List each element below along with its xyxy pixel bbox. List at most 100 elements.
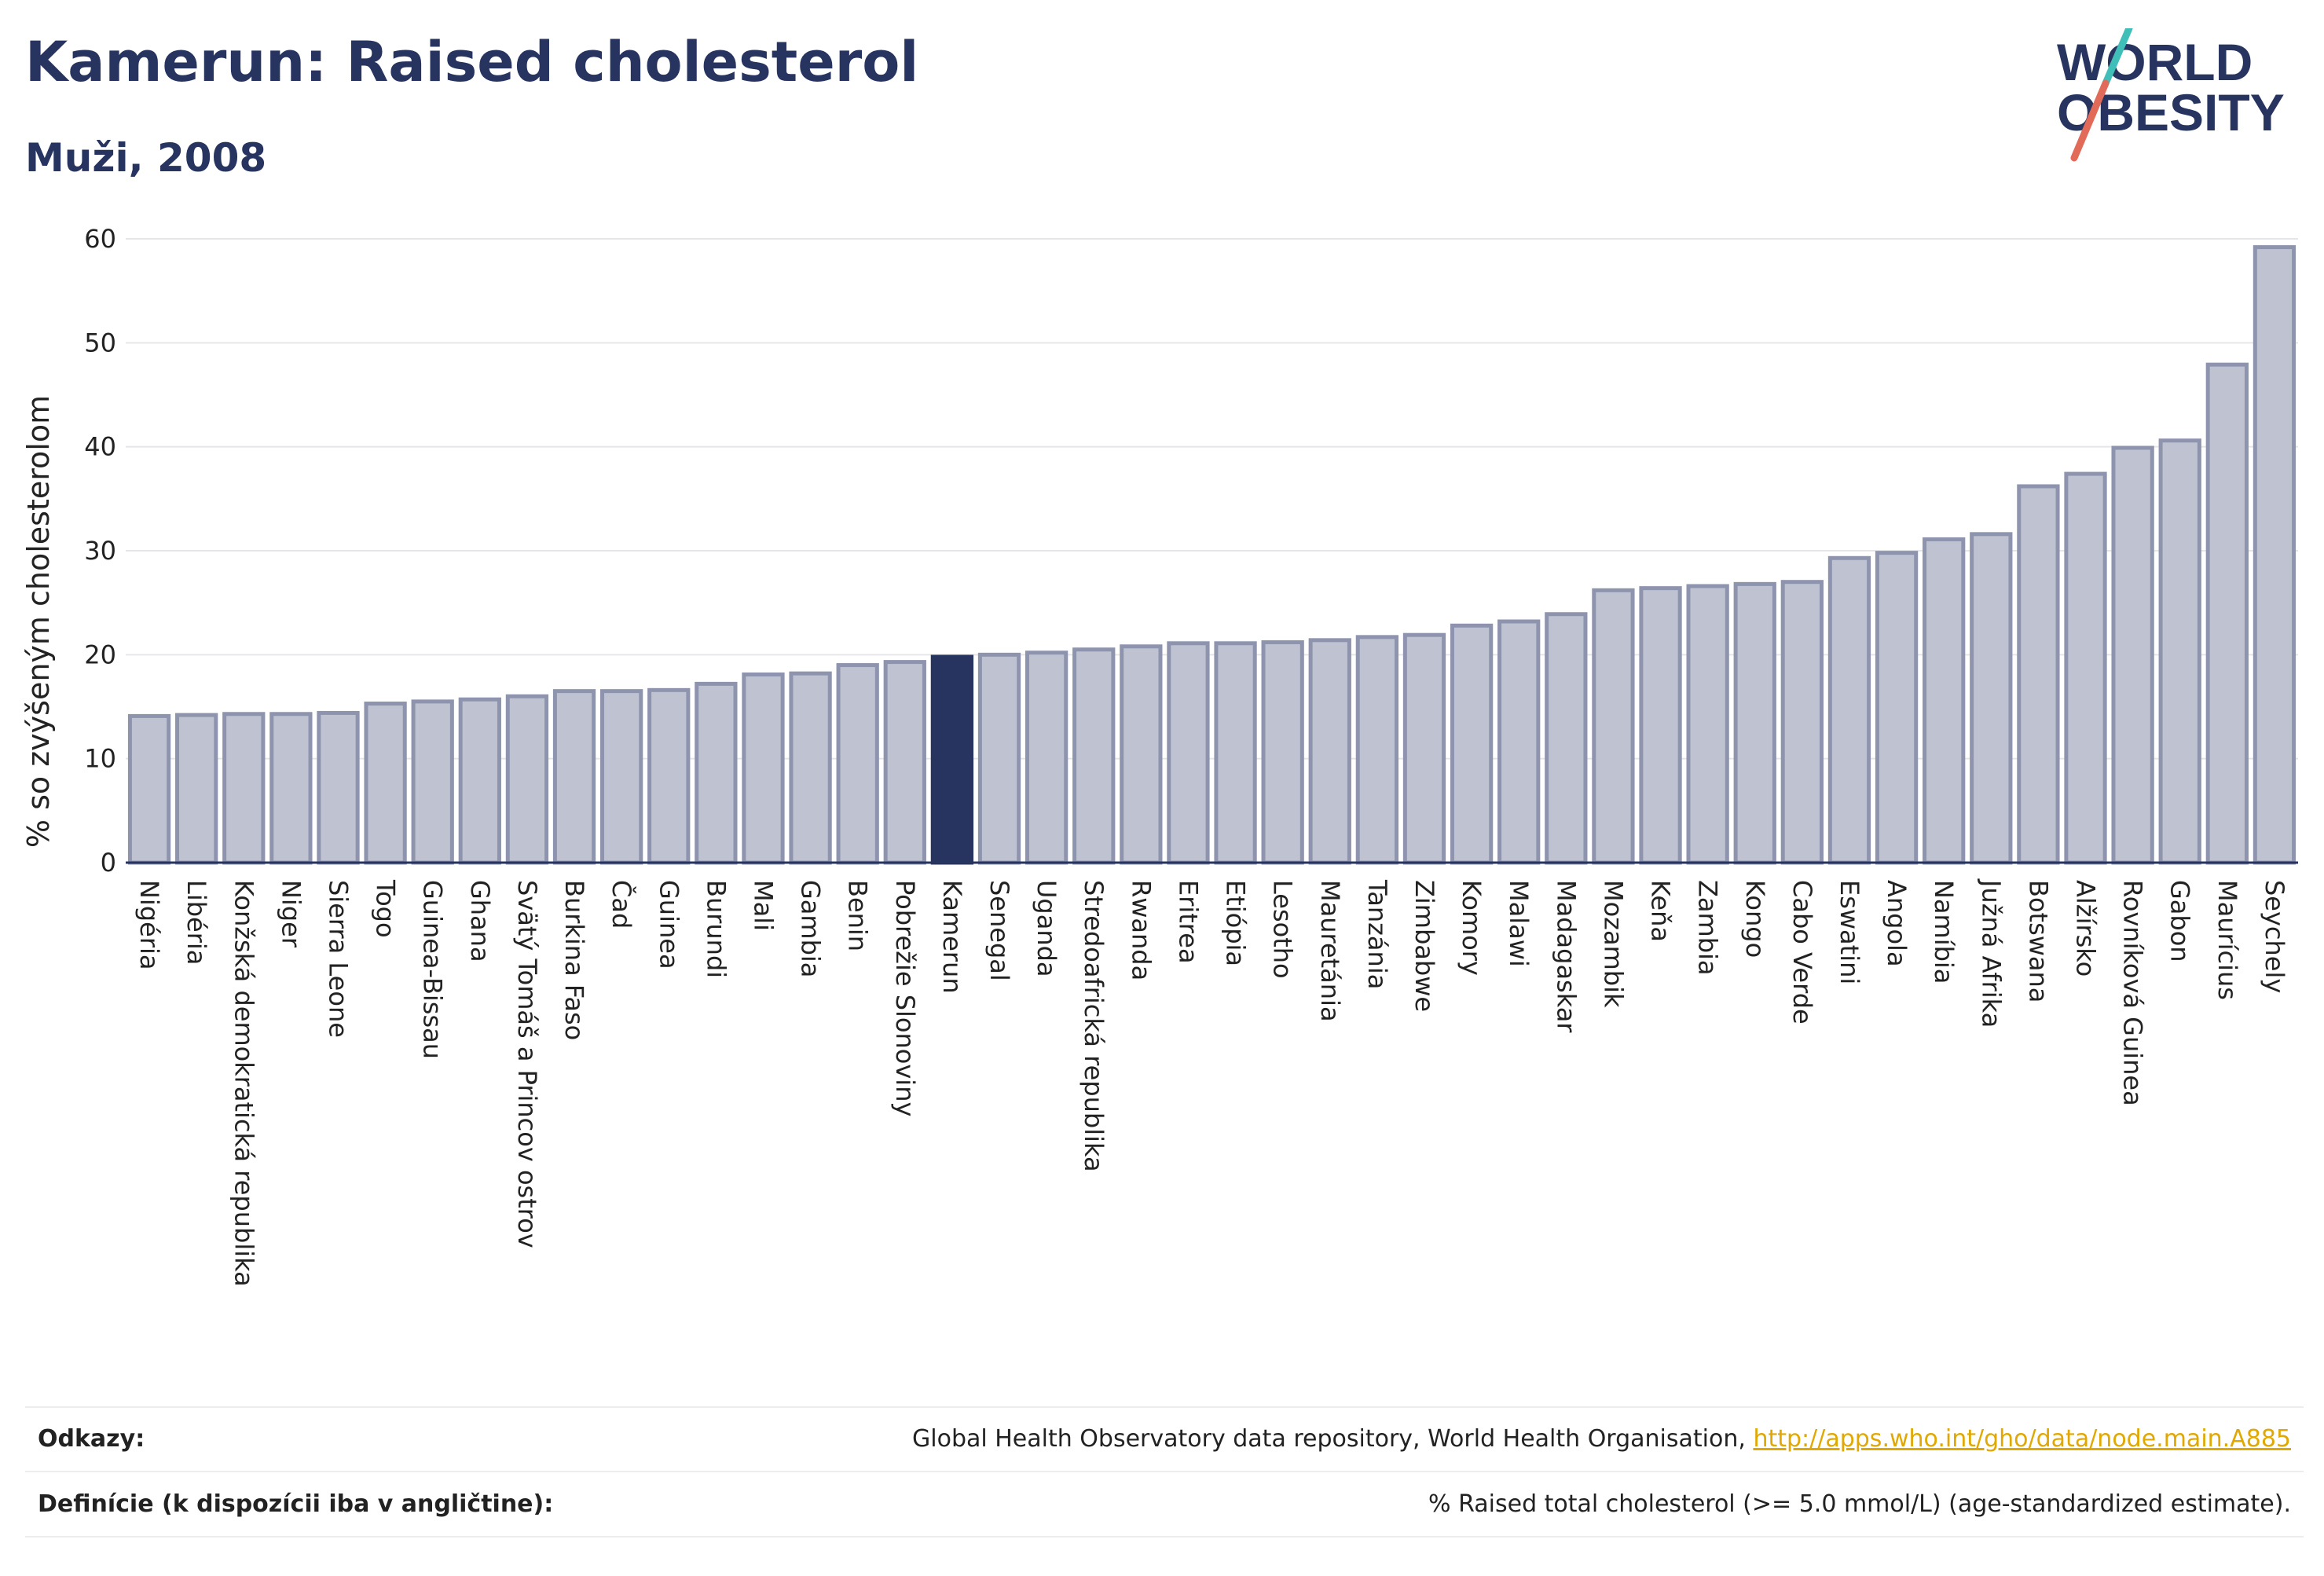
bar <box>977 652 1021 865</box>
bar <box>1639 586 1682 865</box>
bar <box>1261 640 1304 865</box>
world-obesity-logo: WORLD OBESITY <box>2057 28 2285 162</box>
y-tick-label: 50 <box>84 328 116 357</box>
x-tick-label: Kongo <box>1740 880 1770 958</box>
x-tick-label: Južná Afrika <box>1976 878 2006 1028</box>
x-axis-ticks: Nigéria Libéria Konžská demokratická repub… <box>134 878 2289 1287</box>
x-tick-label: Eritrea <box>1173 880 1203 964</box>
x-tick-label: Gambia <box>796 880 826 977</box>
bar <box>599 689 643 865</box>
footer-definitions-row: Definície (k dispozícii iba v angličtine… <box>25 1490 2304 1530</box>
bar <box>1780 580 1824 865</box>
footer-divider-bottom <box>25 1536 2304 1538</box>
bar <box>789 671 832 865</box>
bar <box>269 712 313 865</box>
x-tick-label: Keňa <box>1646 880 1676 942</box>
logo-line1: WORLD <box>2057 33 2253 91</box>
bar-chart: 0 10 20 30 40 50 60 Nigéria Libéria Konžská demo… <box>21 224 2298 1287</box>
y-tick-label: 40 <box>84 432 116 462</box>
bar <box>1545 612 1588 865</box>
bar <box>1592 588 1635 865</box>
x-tick-label: Stredoafrická republika <box>1079 880 1109 1172</box>
references-text: Global Health Observatory data repositor… <box>912 1425 1754 1453</box>
page-title: Kamerun: Raised cholesterol <box>25 30 919 94</box>
references-label: Odkazy: <box>38 1425 145 1453</box>
bar <box>1120 644 1163 865</box>
x-tick-label: Namíbia <box>1929 880 1959 984</box>
bar <box>1875 551 1919 865</box>
x-tick-label: Zambia <box>1693 880 1723 976</box>
y-tick-label: 10 <box>84 744 116 774</box>
bar <box>1970 532 2013 865</box>
x-tick-label: Senegal <box>984 880 1014 981</box>
bar <box>2111 445 2154 865</box>
bar <box>1167 641 1210 865</box>
x-tick-label: Zimbabwe <box>1409 880 1439 1012</box>
x-tick-label: Rwanda <box>1126 880 1156 980</box>
x-tick-label: Botswana <box>2023 880 2053 1002</box>
x-tick-label: Angola <box>1882 880 1912 967</box>
bar-highlighted <box>930 654 974 865</box>
y-axis-ticks: 0 10 20 30 40 50 60 <box>84 224 116 878</box>
bar <box>1308 638 1351 865</box>
x-tick-label: Alžírsko <box>2071 880 2101 977</box>
x-tick-label: Guinea-Bissau <box>418 880 448 1059</box>
bar <box>1497 619 1541 865</box>
bar <box>1450 623 1494 865</box>
bar <box>411 699 454 865</box>
x-tick-label: Cabo Verde <box>1787 880 1817 1024</box>
bar <box>1025 651 1069 865</box>
footer-divider-middle <box>25 1471 2304 1472</box>
bar <box>222 712 266 865</box>
x-tick-label: Svätý Tomáš a Princov ostrov <box>512 880 542 1248</box>
bar <box>1214 641 1257 865</box>
x-tick-label: Kamerun <box>937 880 967 994</box>
x-tick-label: Malawi <box>1504 880 1534 967</box>
references-value: Global Health Observatory data repositor… <box>912 1425 2291 1453</box>
x-tick-label: Čad <box>607 880 637 929</box>
x-tick-label: Konžská demokratická republika <box>229 880 258 1287</box>
bar <box>1733 581 1776 865</box>
x-tick-label: Togo <box>371 879 401 938</box>
bar <box>1072 647 1116 865</box>
footer-divider-top <box>25 1406 2304 1408</box>
x-tick-label: Mozambik <box>1598 880 1628 1008</box>
y-axis-label: % so zvýšeným cholesterolom <box>21 395 56 848</box>
page-subtitle: Muži, 2008 <box>25 135 267 181</box>
y-tick-label: 0 <box>101 848 116 878</box>
bar <box>742 672 785 865</box>
definitions-value: % Raised total cholesterol (>= 5.0 mmol/… <box>1428 1490 2291 1518</box>
bar <box>364 702 407 865</box>
bar <box>2253 245 2297 865</box>
bar <box>1686 584 1729 865</box>
references-link[interactable]: http://apps.who.int/gho/data/node.main.A… <box>1753 1425 2291 1453</box>
x-tick-label: Ghana <box>465 880 495 962</box>
x-tick-label: Komory <box>1457 880 1486 976</box>
x-tick-label: Sierra Leone <box>323 880 353 1038</box>
bar <box>647 687 691 865</box>
x-tick-label: Niger <box>276 880 306 948</box>
y-tick-label: 20 <box>84 640 116 669</box>
bar <box>836 663 879 865</box>
bar <box>458 697 501 865</box>
x-tick-label: Uganda <box>1032 880 1061 977</box>
x-tick-label: Mali <box>748 880 778 931</box>
x-tick-label: Mauretánia <box>1315 880 1345 1022</box>
bar <box>505 694 549 865</box>
bars <box>127 245 2297 865</box>
x-tick-label: Gabon <box>2165 880 2195 962</box>
x-tick-label: Libéria <box>181 880 211 965</box>
x-tick-label: Lesotho <box>1268 880 1298 979</box>
bar <box>2064 471 2107 865</box>
x-tick-label: Burkina Faso <box>559 880 589 1040</box>
x-tick-label: Rovníková Guinea <box>2118 880 2148 1106</box>
bar <box>127 713 171 865</box>
bar <box>552 689 596 865</box>
bar <box>1402 632 1446 865</box>
x-tick-label: Maurícius <box>2212 880 2242 1000</box>
bar <box>695 681 738 865</box>
bar <box>1827 555 1871 865</box>
bar <box>175 713 218 865</box>
x-tick-label: Nigéria <box>134 880 164 969</box>
x-tick-label: Benin <box>843 880 873 951</box>
